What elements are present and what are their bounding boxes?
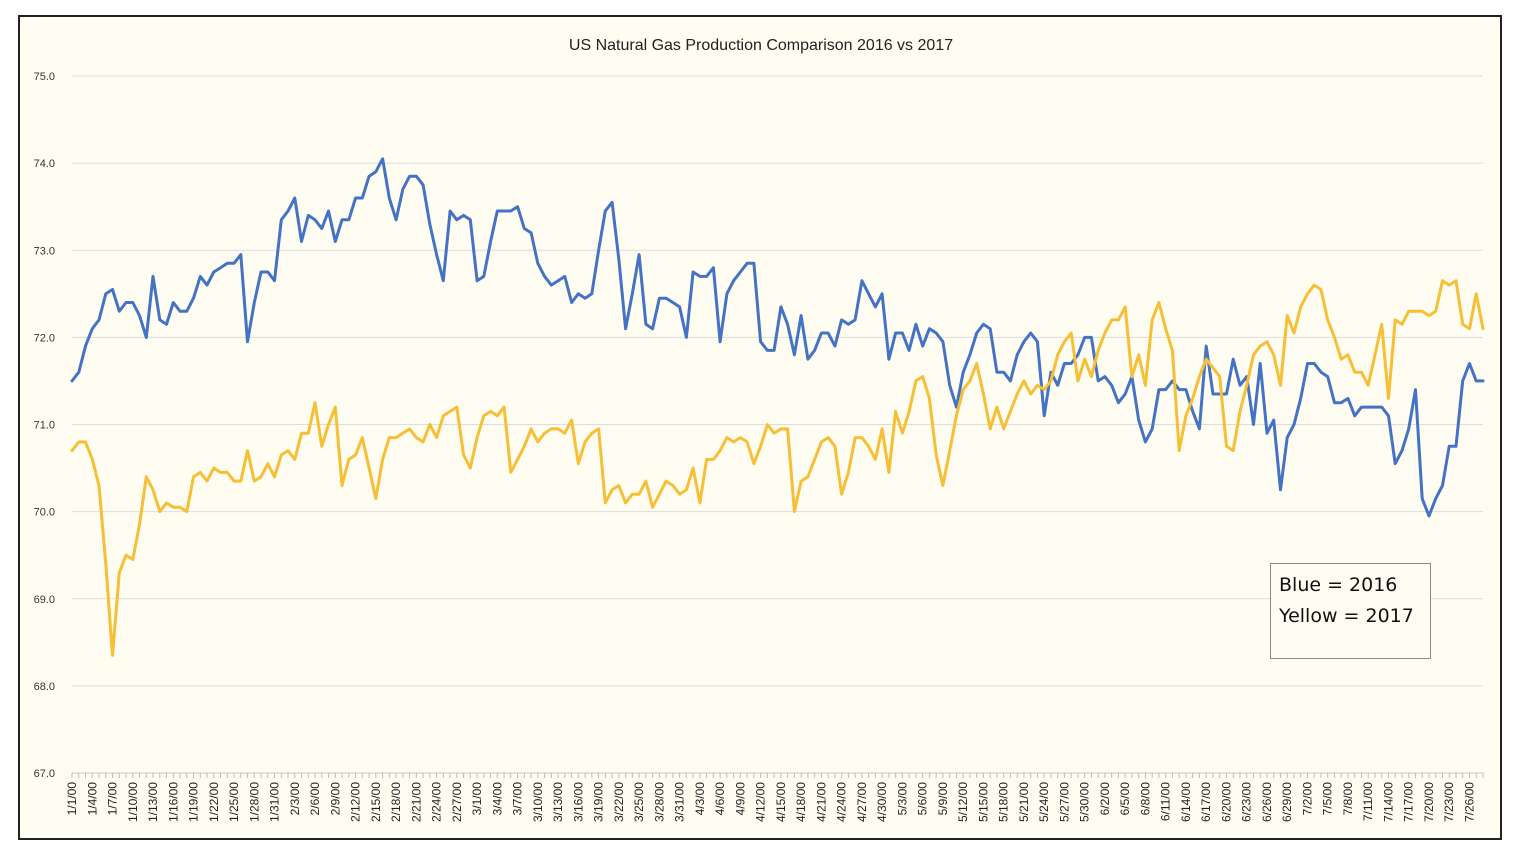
x-tick-label: 5/30/00 [1078, 782, 1092, 822]
y-tick-label: 73.0 [34, 245, 55, 257]
x-tick-label: 2/15/00 [369, 782, 383, 822]
x-tick-label: 2/6/00 [308, 782, 322, 816]
x-tick-label: 6/8/00 [1138, 782, 1152, 816]
x-tick-label: 1/31/00 [268, 782, 282, 822]
x-tick-label: 7/23/00 [1442, 782, 1456, 822]
y-tick-label: 71.0 [34, 420, 55, 432]
x-tick-label: 7/11/00 [1361, 782, 1375, 821]
x-tick-label: 5/18/00 [997, 782, 1011, 822]
x-tick-label: 1/25/00 [227, 782, 241, 822]
x-tick-label: 6/23/00 [1240, 782, 1254, 822]
x-tick-label: 7/8/00 [1341, 782, 1355, 816]
chart-title: US Natural Gas Production Comparison 201… [569, 37, 953, 54]
y-tick-label: 69.0 [34, 594, 55, 606]
x-tick-label: 2/24/00 [430, 782, 444, 822]
x-tick-label: 1/19/00 [187, 782, 201, 822]
y-tick-label: 75.0 [34, 71, 55, 83]
x-tick-label: 5/21/00 [1017, 782, 1031, 822]
y-axis-ticks: 67.0 68.0 69.0 70.0 71.0 72.0 73.0 74.0 75.0 [34, 71, 55, 780]
x-tick-label: 3/19/00 [592, 782, 606, 822]
x-axis [71, 773, 1484, 778]
x-tick-label: 4/12/00 [754, 782, 768, 822]
x-tick-label: 4/3/00 [693, 782, 707, 816]
x-tick-label: 6/29/00 [1280, 782, 1294, 822]
y-tick-label: 70.0 [34, 507, 55, 519]
x-tick-label: 6/17/00 [1199, 782, 1213, 822]
x-tick-label: 1/22/00 [207, 782, 221, 822]
series-line-2017 [70, 279, 1485, 657]
x-tick-label: 1/10/00 [126, 782, 140, 822]
y-tick-label: 72.0 [34, 332, 55, 344]
x-tick-label: 3/31/00 [673, 782, 687, 822]
x-tick-label: 3/4/00 [490, 782, 504, 816]
x-tick-label: 6/11/00 [1159, 782, 1173, 821]
x-tick-label: 6/5/00 [1118, 782, 1132, 816]
x-tick-label: 7/14/00 [1381, 782, 1395, 822]
x-tick-label: 4/27/00 [855, 782, 869, 822]
x-tick-label: 2/12/00 [349, 782, 363, 822]
x-tick-label: 7/20/00 [1422, 782, 1436, 822]
x-tick-label: 5/24/00 [1037, 782, 1051, 822]
x-tick-label: 3/13/00 [551, 782, 565, 822]
x-tick-label: 3/1/00 [470, 782, 484, 816]
x-tick-label: 3/10/00 [531, 782, 545, 822]
x-tick-label: 4/30/00 [875, 782, 889, 822]
x-tick-label: 5/9/00 [936, 782, 950, 816]
x-tick-label: 4/15/00 [774, 782, 788, 822]
x-tick-label: 7/26/00 [1462, 782, 1476, 822]
x-tick-label: 5/12/00 [956, 782, 970, 822]
x-tick-label: 2/27/00 [450, 782, 464, 822]
x-tick-label: 3/28/00 [652, 782, 666, 822]
y-tick-label: 68.0 [34, 681, 55, 693]
x-tick-label: 4/24/00 [835, 782, 849, 822]
x-tick-label: 6/14/00 [1179, 782, 1193, 822]
x-tick-label: 3/16/00 [571, 782, 585, 822]
y-tick-label: 67.0 [34, 768, 55, 780]
x-tick-label: 6/26/00 [1260, 782, 1274, 822]
x-tick-label: 4/18/00 [794, 782, 808, 822]
x-tick-label: 3/22/00 [612, 782, 626, 822]
x-tick-label: 5/3/00 [895, 782, 909, 816]
x-tick-label: 1/1/00 [65, 782, 79, 816]
x-tick-label: 5/15/00 [976, 782, 990, 822]
x-tick-label: 1/28/00 [247, 782, 261, 822]
x-tick-label: 2/9/00 [328, 782, 342, 816]
x-tick-label: 4/21/00 [814, 782, 828, 822]
legend-box: Blue = 2016 Yellow = 2017 [1270, 563, 1431, 659]
series-lines [70, 157, 1485, 657]
x-tick-label: 1/16/00 [166, 782, 180, 822]
x-tick-label: 2/18/00 [389, 782, 403, 822]
x-tick-label: 6/2/00 [1098, 782, 1112, 816]
x-tick-label: 7/17/00 [1402, 782, 1416, 822]
x-tick-label: 1/4/00 [85, 782, 99, 816]
x-tick-label: 7/2/00 [1300, 782, 1314, 816]
x-tick-label: 5/27/00 [1057, 782, 1071, 822]
x-tick-label: 2/21/00 [409, 782, 423, 822]
legend-entry-2017: Yellow = 2017 [1279, 605, 1414, 627]
x-tick-label: 6/20/00 [1219, 782, 1233, 822]
x-tick-label: 4/6/00 [713, 782, 727, 816]
x-tick-label: 3/25/00 [632, 782, 646, 822]
x-tick-label: 7/5/00 [1321, 782, 1335, 816]
x-tick-label: 1/13/00 [146, 782, 160, 822]
x-axis-ticks: 1/1/00 1/4/00 1/7/00 1/10/00 1/13/00 1/16/00 1… [65, 782, 1476, 822]
x-tick-label: 1/7/00 [106, 782, 120, 816]
y-tick-label: 74.0 [34, 158, 55, 170]
chart-frame [18, 15, 1502, 840]
x-tick-label: 3/7/00 [511, 782, 525, 816]
x-tick-label: 4/9/00 [733, 782, 747, 816]
x-tick-label: 2/3/00 [288, 782, 302, 816]
x-tick-label: 5/6/00 [916, 782, 930, 816]
legend-entry-2016: Blue = 2016 [1279, 574, 1398, 596]
